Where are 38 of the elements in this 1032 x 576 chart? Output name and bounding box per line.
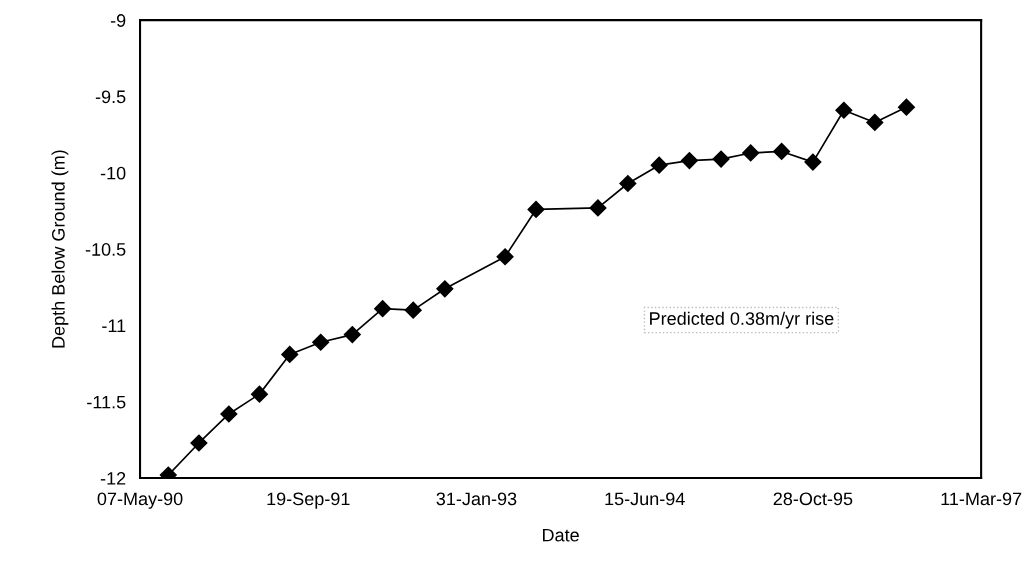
- annotation: Predicted 0.38m/yr rise: [650, 311, 834, 329]
- point: [742, 144, 760, 162]
- point: [190, 434, 208, 452]
- point: [712, 150, 730, 168]
- point: [374, 300, 392, 318]
- y-axis-title: Depth Below Ground (m): [51, 150, 69, 348]
- point: [866, 113, 884, 131]
- point: [281, 345, 299, 363]
- y-tick-label: -11.5: [87, 395, 126, 409]
- x-tick-label: 28-Oct-95: [773, 492, 853, 506]
- point: [527, 200, 545, 218]
- y-tick-label: -9.5: [95, 90, 126, 104]
- point: [589, 199, 607, 217]
- y-tick-label: -12: [100, 472, 126, 485]
- point: [343, 326, 361, 344]
- point: [650, 156, 668, 174]
- x-tick-label: 19-Sep-91: [267, 492, 350, 509]
- point: [312, 333, 330, 351]
- x-tick-label: 11-Mar-97: [941, 492, 1022, 506]
- x-tick-label: 07-May-90: [97, 492, 183, 509]
- point: [250, 385, 269, 403]
- y-tick-label: -9: [110, 14, 126, 27]
- point: [804, 153, 822, 171]
- point: [404, 301, 422, 319]
- point: [436, 280, 454, 298]
- x-tick-label: 15-Jun-94: [605, 492, 685, 506]
- point: [619, 174, 637, 193]
- point: [897, 98, 915, 116]
- point: [680, 152, 698, 170]
- point: [835, 101, 853, 119]
- y-tick-label: -11: [102, 319, 126, 332]
- y-tick-label: -10: [100, 166, 126, 180]
- point: [220, 405, 238, 423]
- point: [496, 248, 514, 266]
- point: [773, 142, 791, 160]
- x-tick-label: 31-Jan-93: [436, 492, 517, 506]
- x-axis-title: Date: [543, 528, 579, 542]
- y-tick-label: -10.5: [85, 243, 126, 256]
